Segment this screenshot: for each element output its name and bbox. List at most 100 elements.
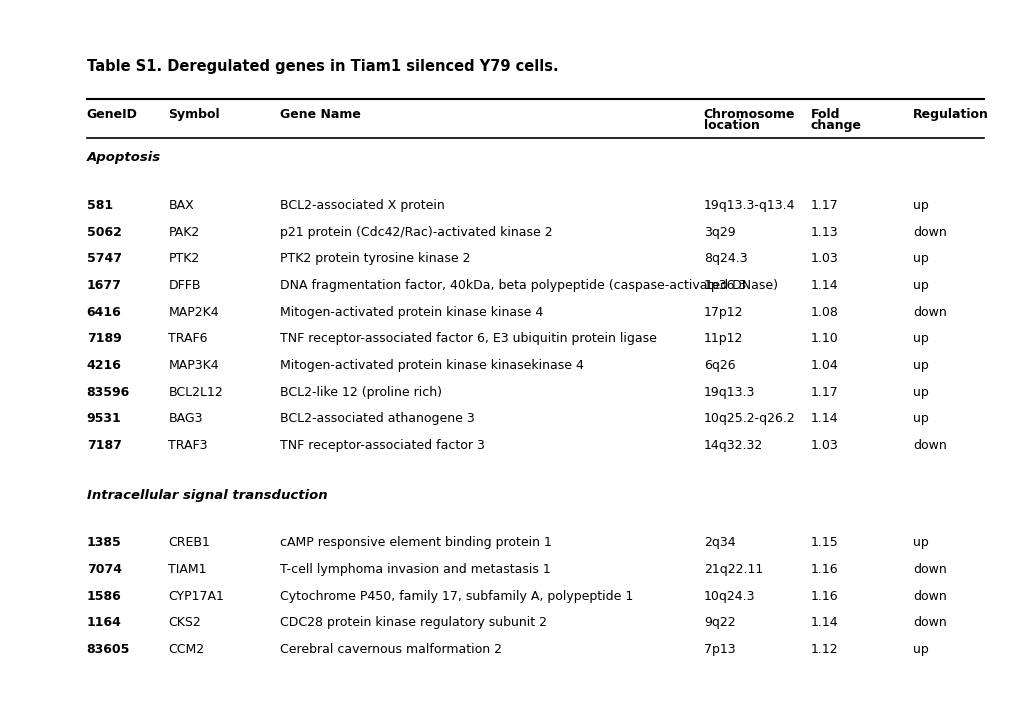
Text: 1.16: 1.16 <box>810 563 838 576</box>
Text: up: up <box>912 359 927 372</box>
Text: 1677: 1677 <box>87 279 121 292</box>
Text: CKS2: CKS2 <box>168 616 201 629</box>
Text: down: down <box>912 563 946 576</box>
Text: 1.10: 1.10 <box>810 332 838 346</box>
Text: BCL2L12: BCL2L12 <box>168 385 223 399</box>
Text: TNF receptor-associated factor 6, E3 ubiquitin protein ligase: TNF receptor-associated factor 6, E3 ubi… <box>280 332 656 346</box>
Text: DNA fragmentation factor, 40kDa, beta polypeptide (caspase-activated DNase): DNA fragmentation factor, 40kDa, beta po… <box>280 279 777 292</box>
Text: T-cell lymphoma invasion and metastasis 1: T-cell lymphoma invasion and metastasis … <box>280 563 550 576</box>
Text: Fold: Fold <box>810 108 840 121</box>
Text: 6q26: 6q26 <box>703 359 735 372</box>
Text: GeneID: GeneID <box>87 108 138 121</box>
Text: BCL2-associated X protein: BCL2-associated X protein <box>280 199 445 212</box>
Text: 1.08: 1.08 <box>810 305 838 319</box>
Text: 1.14: 1.14 <box>810 616 838 629</box>
Text: 7189: 7189 <box>87 332 121 346</box>
Text: PTK2: PTK2 <box>168 252 200 266</box>
Text: 1.03: 1.03 <box>810 252 838 266</box>
Text: Mitogen-activated protein kinase kinasekinase 4: Mitogen-activated protein kinase kinasek… <box>280 359 584 372</box>
Text: 1.14: 1.14 <box>810 412 838 426</box>
Text: Cerebral cavernous malformation 2: Cerebral cavernous malformation 2 <box>280 643 502 656</box>
Text: Apoptosis: Apoptosis <box>87 151 161 164</box>
Text: CDC28 protein kinase regulatory subunit 2: CDC28 protein kinase regulatory subunit … <box>280 616 547 629</box>
Text: up: up <box>912 412 927 426</box>
Text: 6416: 6416 <box>87 305 121 319</box>
Text: Table S1. Deregulated genes in Tiam1 silenced Y79 cells.: Table S1. Deregulated genes in Tiam1 sil… <box>87 59 557 74</box>
Text: 83596: 83596 <box>87 385 129 399</box>
Text: MAP2K4: MAP2K4 <box>168 305 219 319</box>
Text: TRAF3: TRAF3 <box>168 438 208 452</box>
Text: 8q24.3: 8q24.3 <box>703 252 747 266</box>
Text: 2q34: 2q34 <box>703 536 735 549</box>
Text: up: up <box>912 279 927 292</box>
Text: up: up <box>912 536 927 549</box>
Text: 5062: 5062 <box>87 225 121 239</box>
Text: 3q29: 3q29 <box>703 225 735 239</box>
Text: TRAF6: TRAF6 <box>168 332 208 346</box>
Text: p21 protein (Cdc42/Rac)-activated kinase 2: p21 protein (Cdc42/Rac)-activated kinase… <box>280 225 552 239</box>
Text: 19q13.3: 19q13.3 <box>703 385 754 399</box>
Text: 1.17: 1.17 <box>810 385 838 399</box>
Text: BAG3: BAG3 <box>168 412 203 426</box>
Text: PTK2 protein tyrosine kinase 2: PTK2 protein tyrosine kinase 2 <box>280 252 471 266</box>
Text: MAP3K4: MAP3K4 <box>168 359 219 372</box>
Text: Chromosome: Chromosome <box>703 108 795 121</box>
Text: 1.13: 1.13 <box>810 225 838 239</box>
Text: down: down <box>912 305 946 319</box>
Text: 10q25.2-q26.2: 10q25.2-q26.2 <box>703 412 795 426</box>
Text: 1586: 1586 <box>87 590 121 603</box>
Text: 10q24.3: 10q24.3 <box>703 590 754 603</box>
Text: up: up <box>912 252 927 266</box>
Text: PAK2: PAK2 <box>168 225 200 239</box>
Text: change: change <box>810 119 861 132</box>
Text: 1.04: 1.04 <box>810 359 838 372</box>
Text: 9531: 9531 <box>87 412 121 426</box>
Text: Gene Name: Gene Name <box>280 108 361 121</box>
Text: Mitogen-activated protein kinase kinase 4: Mitogen-activated protein kinase kinase … <box>280 305 543 319</box>
Text: 1164: 1164 <box>87 616 121 629</box>
Text: Symbol: Symbol <box>168 108 220 121</box>
Text: 11p12: 11p12 <box>703 332 743 346</box>
Text: 1.15: 1.15 <box>810 536 838 549</box>
Text: CYP17A1: CYP17A1 <box>168 590 224 603</box>
Text: DFFB: DFFB <box>168 279 201 292</box>
Text: Cytochrome P450, family 17, subfamily A, polypeptide 1: Cytochrome P450, family 17, subfamily A,… <box>280 590 633 603</box>
Text: 17p12: 17p12 <box>703 305 743 319</box>
Text: CCM2: CCM2 <box>168 643 204 656</box>
Text: 9q22: 9q22 <box>703 616 735 629</box>
Text: 1p36.3: 1p36.3 <box>703 279 747 292</box>
Text: 21q22.11: 21q22.11 <box>703 563 762 576</box>
Text: location: location <box>703 119 759 132</box>
Text: 7p13: 7p13 <box>703 643 735 656</box>
Text: up: up <box>912 199 927 212</box>
Text: 1.03: 1.03 <box>810 438 838 452</box>
Text: down: down <box>912 438 946 452</box>
Text: TIAM1: TIAM1 <box>168 563 207 576</box>
Text: down: down <box>912 590 946 603</box>
Text: 19q13.3-q13.4: 19q13.3-q13.4 <box>703 199 795 212</box>
Text: cAMP responsive element binding protein 1: cAMP responsive element binding protein … <box>280 536 552 549</box>
Text: 5747: 5747 <box>87 252 121 266</box>
Text: down: down <box>912 616 946 629</box>
Text: 4216: 4216 <box>87 359 121 372</box>
Text: up: up <box>912 385 927 399</box>
Text: 7187: 7187 <box>87 438 121 452</box>
Text: 83605: 83605 <box>87 643 130 656</box>
Text: up: up <box>912 643 927 656</box>
Text: up: up <box>912 332 927 346</box>
Text: BCL2-associated athanogene 3: BCL2-associated athanogene 3 <box>280 412 475 426</box>
Text: 1.17: 1.17 <box>810 199 838 212</box>
Text: 7074: 7074 <box>87 563 121 576</box>
Text: TNF receptor-associated factor 3: TNF receptor-associated factor 3 <box>280 438 485 452</box>
Text: Regulation: Regulation <box>912 108 987 121</box>
Text: BCL2-like 12 (proline rich): BCL2-like 12 (proline rich) <box>280 385 442 399</box>
Text: Intracellular signal transduction: Intracellular signal transduction <box>87 489 327 502</box>
Text: BAX: BAX <box>168 199 194 212</box>
Text: 1.16: 1.16 <box>810 590 838 603</box>
Text: 1385: 1385 <box>87 536 121 549</box>
Text: down: down <box>912 225 946 239</box>
Text: 1.12: 1.12 <box>810 643 838 656</box>
Text: CREB1: CREB1 <box>168 536 210 549</box>
Text: 14q32.32: 14q32.32 <box>703 438 762 452</box>
Text: 1.14: 1.14 <box>810 279 838 292</box>
